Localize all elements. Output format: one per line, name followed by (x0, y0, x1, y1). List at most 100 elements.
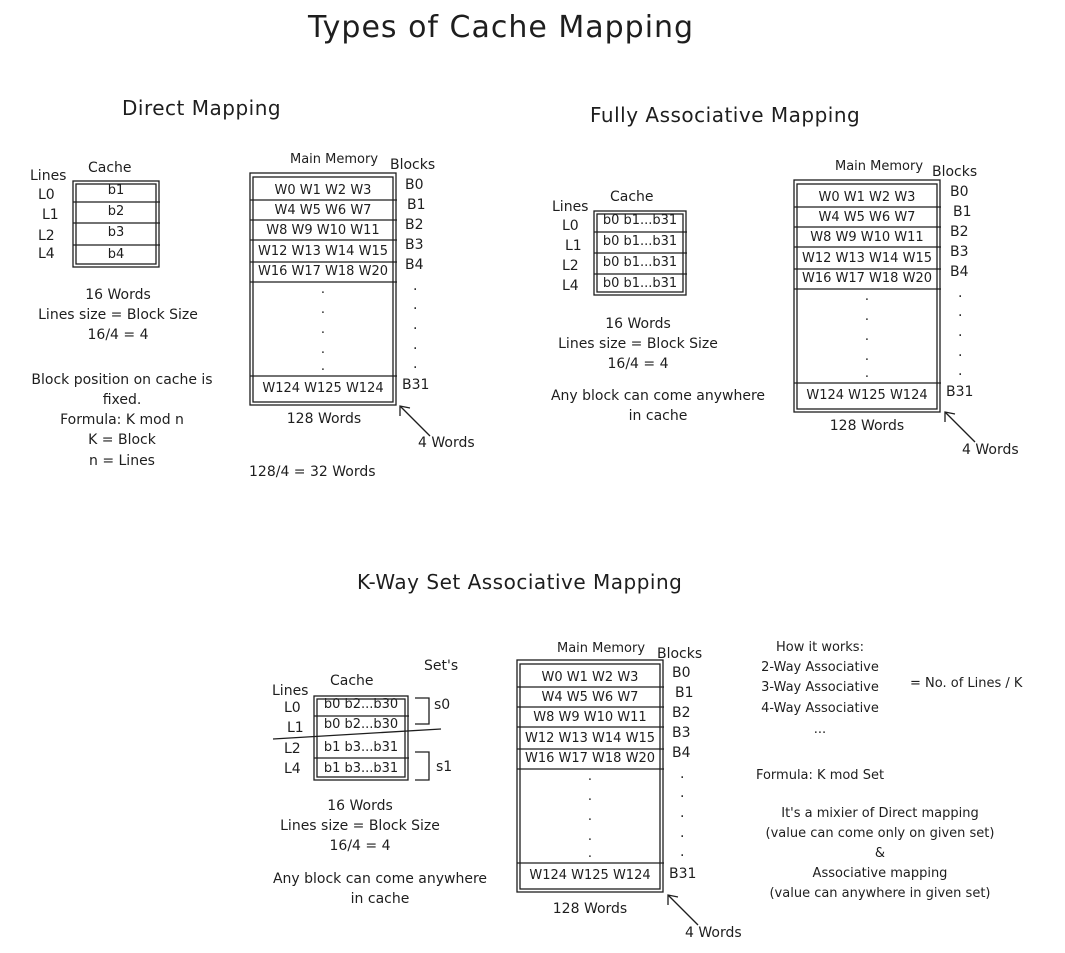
kway-note: Any block can come anywhere (272, 871, 488, 887)
direct-note: 16 Words (85, 287, 151, 303)
kway-note: 16 Words (327, 798, 393, 814)
kway-how-item: 4-Way Associative (761, 701, 879, 716)
direct-block-dot: . (413, 278, 418, 294)
kway-memory-row: W8 W9 W10 W11 (533, 710, 647, 725)
fully-memory-row: W0 W1 W2 W3 (818, 190, 916, 205)
direct-main-memory-table: W0 W1 W2 W3 W4 W5 W6 W7 W8 W9 W10 W11 W1… (249, 172, 397, 406)
direct-memory-row: W16 W17 W18 W20 (258, 264, 388, 279)
fully-assoc-heading: Fully Associative Mapping (590, 103, 861, 127)
kway-block-dot: . (680, 805, 685, 821)
kway-block-dot: . (680, 825, 685, 841)
fully-main-memory-table: W0 W1 W2 W3 W4 W5 W6 W7 W8 W9 W10 W11 W1… (793, 179, 941, 413)
fully-cache-cell: b0 b1...b31 (602, 213, 678, 228)
direct-block-dot: . (413, 337, 418, 353)
fully-block-label: B3 (950, 244, 969, 260)
fully-cache-cell: b0 b1...b31 (602, 234, 678, 249)
kway-heading: K-Way Set Associative Mapping (357, 570, 683, 594)
fully-cache-cell: b0 b1...b31 (602, 255, 678, 270)
direct-memory-words: 128 Words (286, 411, 362, 427)
kway-memory-row: W12 W13 W14 W15 (525, 731, 655, 746)
direct-memory-row: W8 W9 W10 W11 (266, 223, 380, 238)
direct-block-label: B1 (407, 197, 426, 213)
kway-memory-dot: . (587, 846, 593, 861)
kway-block-label: B3 (672, 725, 691, 741)
kway-line-label: L0 (284, 700, 301, 716)
kway-memory-last-row: W124 W125 W124 (529, 868, 651, 883)
fully-four-words: 4 Words (962, 442, 1019, 458)
direct-line-label: L4 (38, 246, 55, 262)
direct-arrow-icon (399, 405, 431, 437)
kway-memory-row: W0 W1 W2 W3 (541, 670, 639, 685)
direct-four-words: 4 Words (418, 435, 475, 451)
fully-memory-row: W16 W17 W18 W20 (802, 271, 932, 286)
direct-calc: 128/4 = 32 Words (249, 464, 376, 480)
fully-cache-label: Cache (610, 189, 654, 205)
fully-line-label: L1 (565, 238, 582, 254)
kway-main-memory-label: Main Memory (557, 641, 646, 656)
fully-block-label: B1 (953, 204, 972, 220)
kway-blocks-label: Blocks (657, 646, 703, 662)
kway-lines-label: Lines (272, 683, 309, 699)
direct-block-dot: . (413, 356, 418, 372)
fully-line-label: L4 (562, 278, 579, 294)
fully-line-label: L2 (562, 258, 579, 274)
fully-block-label: B31 (946, 384, 974, 400)
direct-line-label: L0 (38, 187, 55, 203)
kway-block-label: B31 (669, 866, 697, 882)
kway-memory-words: 128 Words (552, 901, 628, 917)
kway-note: 16/4 = 4 (329, 838, 391, 854)
direct-line-label: L2 (38, 228, 55, 244)
kway-set-brackets (272, 697, 442, 781)
fully-note: Lines size = Block Size (558, 336, 718, 352)
fully-block-label: B4 (950, 264, 969, 280)
kway-block-label: B4 (672, 745, 691, 761)
kway-line-label: L2 (284, 741, 301, 757)
kway-mix-note: It's a mixier of Direct mapping (781, 806, 979, 821)
kway-memory-dot: . (587, 829, 593, 844)
direct-memory-row: W0 W1 W2 W3 (274, 183, 372, 198)
direct-note: fixed. (102, 392, 142, 408)
kway-line-label: L1 (287, 720, 304, 736)
direct-cache-cell: b2 (107, 204, 125, 219)
kway-how-item: ... (813, 722, 827, 737)
direct-memory-dot: . (320, 282, 326, 297)
kway-cache-cell: b1 b3...b31 (323, 761, 399, 776)
direct-memory-dot: . (320, 359, 326, 374)
kway-set-label: s0 (434, 697, 451, 713)
direct-memory-last-row: W124 W125 W124 (262, 381, 384, 396)
direct-memory-row: W12 W13 W14 W15 (258, 244, 388, 259)
fully-memory-dot: . (864, 289, 870, 304)
fully-main-memory-label: Main Memory (835, 159, 924, 174)
kway-cache-label: Cache (330, 673, 374, 689)
fully-line-label: L0 (562, 218, 579, 234)
direct-main-memory-label: Main Memory (290, 152, 379, 167)
direct-note: Formula: K mod n (60, 412, 184, 428)
fully-memory-dot: . (864, 329, 870, 344)
direct-lines-label: Lines (30, 168, 67, 184)
kway-main-memory-table: W0 W1 W2 W3 W4 W5 W6 W7 W8 W9 W10 W11 W1… (516, 659, 664, 893)
direct-block-label: B0 (405, 177, 424, 193)
kway-memory-dot: . (587, 809, 593, 824)
fully-memory-last-row: W124 W125 W124 (806, 388, 928, 403)
direct-block-label: B2 (405, 217, 424, 233)
kway-how-item: 3-Way Associative (761, 680, 879, 695)
direct-cache-table: b1 b2 b3 b4 (72, 180, 160, 268)
direct-note: n = Lines (89, 453, 155, 469)
kway-block-dot: . (680, 844, 685, 860)
direct-memory-row: W4 W5 W6 W7 (274, 203, 372, 218)
kway-arrow-icon (667, 894, 699, 926)
kway-memory-dot: . (587, 769, 593, 784)
kway-block-dot: . (680, 766, 685, 782)
direct-memory-dot: . (320, 302, 326, 317)
fully-memory-dot: . (864, 366, 870, 381)
fully-memory-row: W8 W9 W10 W11 (810, 230, 924, 245)
direct-line-label: L1 (42, 207, 59, 223)
fully-note: Any block can come anywhere (550, 388, 766, 404)
direct-mapping-heading: Direct Mapping (122, 96, 282, 120)
kway-sets-label: Set's (424, 658, 459, 674)
fully-block-dot: . (958, 324, 963, 340)
kway-note: in cache (350, 891, 410, 907)
fully-memory-dot: . (864, 349, 870, 364)
kway-block-label: B1 (675, 685, 694, 701)
kway-block-label: B0 (672, 665, 691, 681)
